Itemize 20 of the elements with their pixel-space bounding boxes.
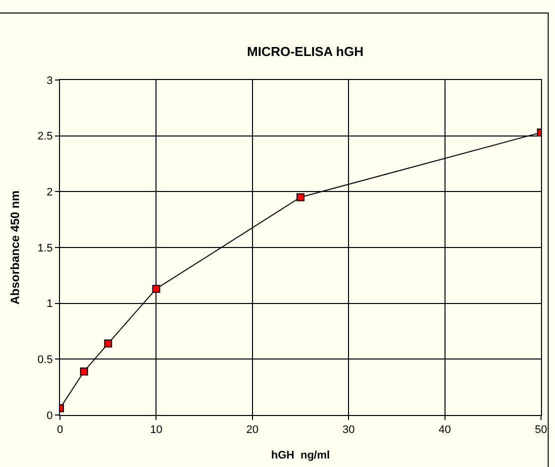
x-tick-label: 50 bbox=[534, 424, 548, 436]
y-tick-label: 1 bbox=[46, 298, 53, 310]
x-tick-label: 0 bbox=[56, 424, 64, 436]
y-tick-label: 0 bbox=[46, 410, 53, 422]
x-tick-label: 10 bbox=[150, 424, 162, 436]
chart-title: MICRO-ELISA hGH bbox=[246, 44, 364, 59]
x-tick-label: 20 bbox=[246, 424, 259, 436]
x-axis-title: hGH ng/ml bbox=[271, 449, 330, 462]
y-tick-label: 2.5 bbox=[38, 130, 53, 143]
x-tick-label: 40 bbox=[438, 424, 451, 436]
point bbox=[80, 367, 88, 376]
y-tick-label: 2 bbox=[46, 186, 53, 199]
point bbox=[152, 284, 160, 293]
y-tick-label: 0.5 bbox=[38, 354, 53, 366]
point bbox=[296, 193, 304, 202]
y-axis-title: Absorbance 450 nm bbox=[8, 190, 22, 305]
y-tick-label: 3 bbox=[46, 74, 53, 87]
x-tick-label: 30 bbox=[342, 424, 355, 436]
y-tick-label: 1.5 bbox=[38, 242, 53, 254]
point bbox=[104, 340, 112, 348]
